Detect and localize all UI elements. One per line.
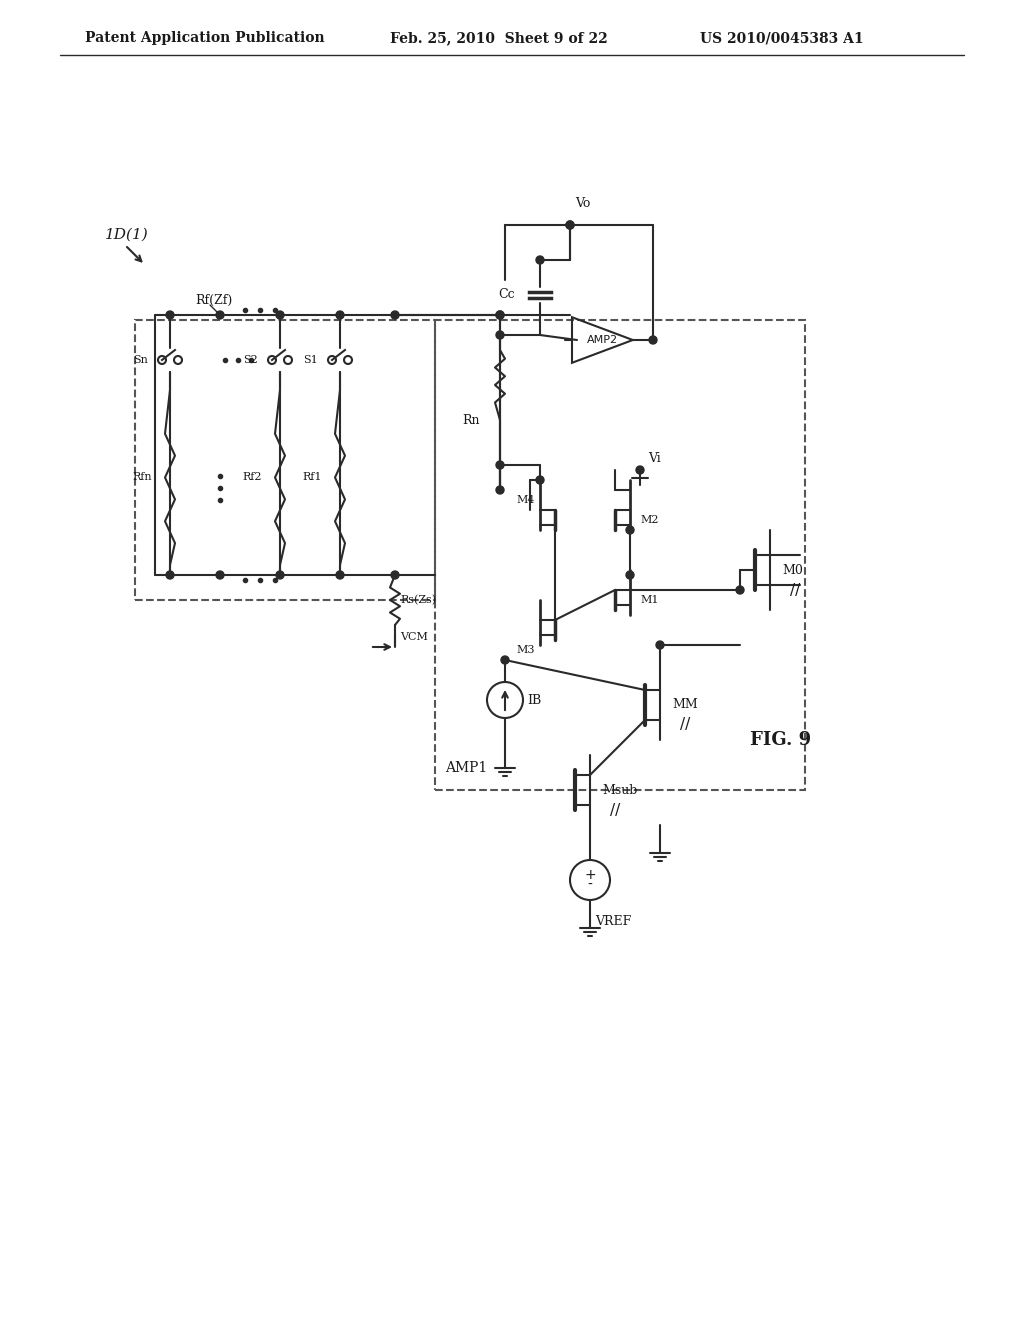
Text: +: +	[584, 869, 596, 882]
Text: //: //	[680, 718, 690, 733]
Text: Cc: Cc	[499, 289, 515, 301]
Circle shape	[496, 331, 504, 339]
Text: //: //	[610, 803, 621, 817]
Text: VCM: VCM	[400, 632, 428, 642]
Circle shape	[649, 337, 657, 345]
Text: M2: M2	[640, 515, 658, 525]
Text: IB: IB	[527, 693, 542, 706]
Text: Rf(Zf): Rf(Zf)	[195, 293, 232, 306]
Circle shape	[276, 572, 284, 579]
Text: S1: S1	[303, 355, 318, 366]
Text: FIG. 9: FIG. 9	[750, 731, 811, 748]
Circle shape	[336, 312, 344, 319]
Text: 1D(1): 1D(1)	[105, 228, 148, 242]
Text: MM: MM	[672, 698, 697, 711]
Circle shape	[276, 312, 284, 319]
Text: Patent Application Publication: Patent Application Publication	[85, 30, 325, 45]
Text: M3: M3	[516, 645, 535, 655]
Text: M1: M1	[640, 595, 658, 605]
Text: VREF: VREF	[595, 915, 631, 928]
Text: Feb. 25, 2010  Sheet 9 of 22: Feb. 25, 2010 Sheet 9 of 22	[390, 30, 608, 45]
Text: US 2010/0045383 A1: US 2010/0045383 A1	[700, 30, 863, 45]
Text: Sn: Sn	[133, 355, 148, 366]
Circle shape	[166, 312, 174, 319]
Circle shape	[501, 656, 509, 664]
Text: //: //	[790, 582, 800, 598]
Text: Rf2: Rf2	[243, 473, 262, 483]
Circle shape	[166, 572, 174, 579]
Text: -: -	[588, 878, 593, 892]
Circle shape	[216, 312, 224, 319]
Circle shape	[626, 525, 634, 535]
Circle shape	[536, 256, 544, 264]
Circle shape	[336, 572, 344, 579]
Text: M0: M0	[782, 564, 803, 577]
Text: AMP2: AMP2	[587, 335, 617, 345]
Circle shape	[656, 642, 664, 649]
Text: M4: M4	[516, 495, 535, 506]
Circle shape	[496, 312, 504, 319]
Text: Vo: Vo	[575, 197, 591, 210]
Circle shape	[566, 220, 574, 228]
Circle shape	[391, 312, 399, 319]
Circle shape	[536, 477, 544, 484]
Circle shape	[496, 312, 504, 319]
Text: Rf1: Rf1	[302, 473, 322, 483]
Circle shape	[496, 486, 504, 494]
Text: Rs(Zs): Rs(Zs)	[400, 595, 436, 605]
Circle shape	[216, 572, 224, 579]
Circle shape	[636, 466, 644, 474]
Circle shape	[496, 461, 504, 469]
Text: Rfn: Rfn	[132, 473, 152, 483]
Circle shape	[736, 586, 744, 594]
Circle shape	[626, 572, 634, 579]
Text: AMP1: AMP1	[445, 762, 487, 775]
Text: Rn: Rn	[463, 413, 480, 426]
Text: Msub: Msub	[602, 784, 637, 796]
Circle shape	[391, 572, 399, 579]
Text: Vi: Vi	[648, 451, 660, 465]
Text: S2: S2	[244, 355, 258, 366]
Circle shape	[566, 220, 574, 228]
